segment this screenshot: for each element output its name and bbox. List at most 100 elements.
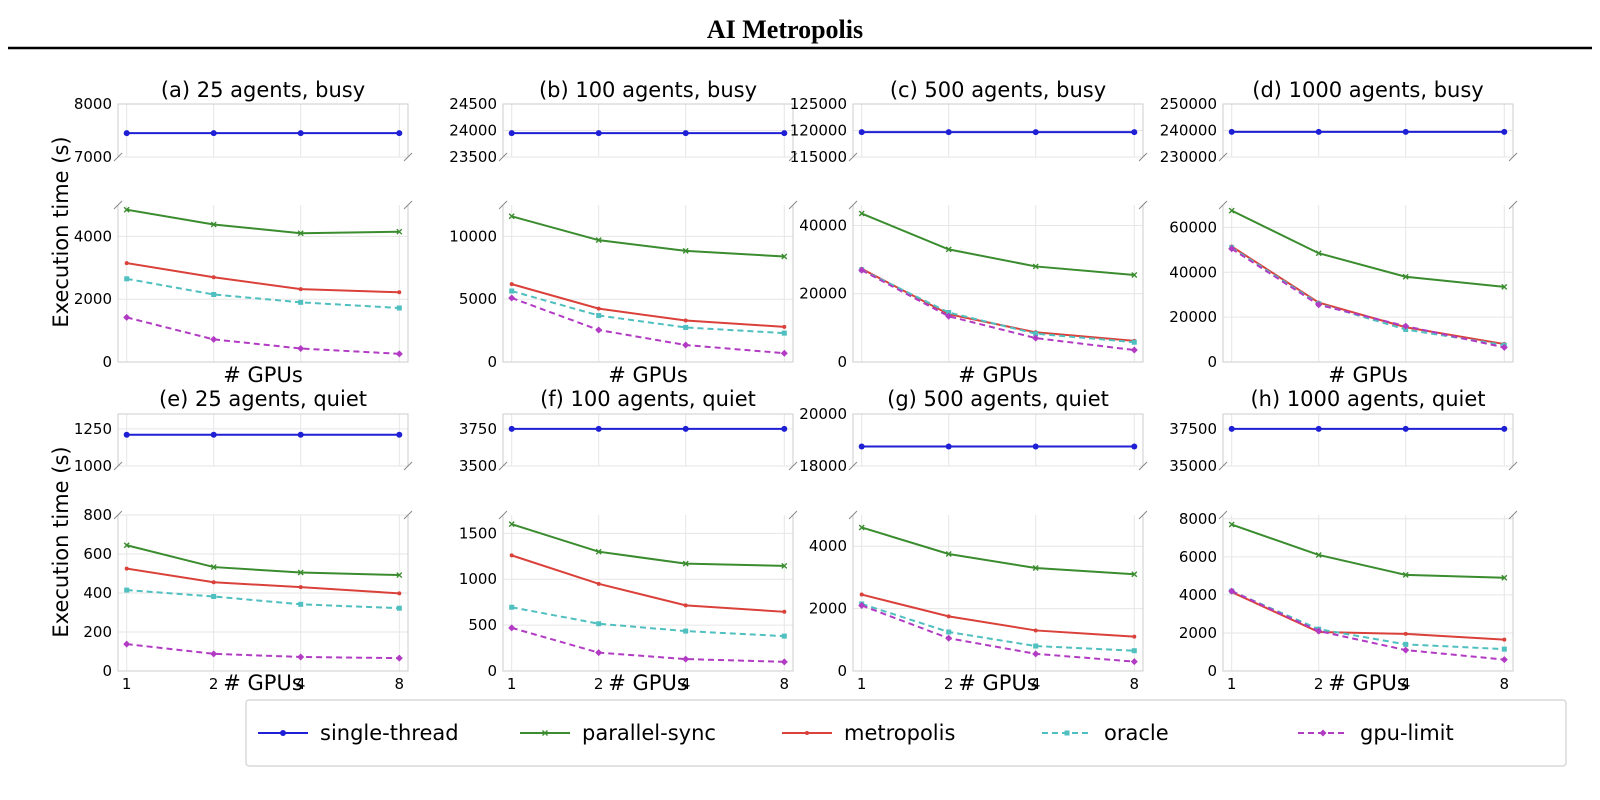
series-line-oracle bbox=[861, 602, 1135, 652]
panel-title: (g) 500 agents, quiet bbox=[887, 387, 1109, 411]
point-metropolis bbox=[683, 318, 688, 323]
point-single-thread bbox=[1501, 425, 1508, 432]
point-parallel-sync bbox=[858, 210, 865, 217]
point-metropolis bbox=[397, 591, 402, 596]
y-tick-label: 0 bbox=[487, 662, 497, 680]
panel-3: (c) 500 agents, busy 115000 120000 125000 0 2… bbox=[790, 78, 1148, 387]
point-gpu-limit bbox=[780, 349, 788, 357]
legend-entry-oracle: oracle bbox=[1042, 721, 1169, 745]
y-tick-label: 1500 bbox=[459, 524, 497, 542]
axis-break-mark bbox=[1218, 510, 1228, 520]
series-line-oracle bbox=[511, 290, 785, 335]
y-tick-label: 35000 bbox=[1169, 457, 1217, 475]
point-single-thread bbox=[1131, 129, 1138, 136]
point-parallel-sync bbox=[123, 206, 130, 213]
point-single-thread bbox=[1032, 129, 1039, 136]
panel-7: (g) 500 agents, quiet 18000 20000 0 2000 4000… bbox=[799, 387, 1148, 695]
point-parallel-sync bbox=[781, 562, 788, 569]
panel-2: (b) 100 agents, busy 23500 24000 24500 0 5000… bbox=[449, 78, 798, 387]
point-single-thread bbox=[210, 130, 217, 137]
point-gpu-limit bbox=[1032, 334, 1040, 342]
axis-break-mark bbox=[1138, 461, 1148, 471]
point-parallel-sync bbox=[1131, 571, 1138, 578]
axis-break-mark bbox=[113, 200, 123, 210]
x-tick-label: 1 bbox=[857, 675, 867, 693]
x-tick-label: 4 bbox=[681, 675, 691, 693]
point-single-thread bbox=[1315, 425, 1322, 432]
point-oracle bbox=[1033, 331, 1039, 337]
point-parallel-sync bbox=[1501, 574, 1508, 581]
axis-break-mark bbox=[113, 510, 123, 520]
axis-break-mark bbox=[1138, 152, 1148, 162]
panel-title: (h) 1000 agents, quiet bbox=[1250, 387, 1485, 411]
x-tick-label: 2 bbox=[209, 675, 219, 693]
point-oracle bbox=[781, 633, 787, 639]
y-tick-label: 2000 bbox=[809, 600, 847, 618]
point-oracle bbox=[946, 629, 952, 635]
point-parallel-sync bbox=[682, 247, 689, 254]
axis-break-mark bbox=[1218, 200, 1228, 210]
panel-8: (h) 1000 agents, quiet 35000 37500 0 2000 400… bbox=[1169, 387, 1518, 695]
point-parallel-sync bbox=[595, 548, 602, 555]
lower-axis: 0 20000 40000 bbox=[799, 200, 1148, 371]
series-line-oracle bbox=[126, 277, 400, 309]
point-parallel-sync bbox=[123, 542, 130, 549]
axis-spine bbox=[117, 413, 409, 466]
legend-label: oracle bbox=[1104, 721, 1169, 745]
point-gpu-limit bbox=[1315, 627, 1323, 635]
legend-marker bbox=[280, 730, 286, 736]
series-line-oracle bbox=[511, 606, 785, 638]
point-parallel-sync bbox=[297, 230, 304, 237]
point-single-thread bbox=[297, 431, 304, 438]
point-metropolis bbox=[211, 580, 216, 585]
y-tick-label: 24500 bbox=[449, 95, 497, 113]
point-oracle bbox=[298, 299, 304, 305]
y-tick-label: 4000 bbox=[1179, 586, 1217, 604]
point-oracle bbox=[509, 288, 515, 294]
point-parallel-sync bbox=[1402, 273, 1409, 280]
panel-title: (c) 500 agents, busy bbox=[890, 78, 1106, 102]
legend-label: gpu-limit bbox=[1360, 721, 1454, 745]
panel-6: (f) 100 agents, quiet 3500 3750 0 500 1000 150… bbox=[459, 387, 798, 695]
point-metropolis bbox=[782, 609, 787, 614]
point-gpu-limit bbox=[945, 634, 953, 642]
axis-spine bbox=[117, 103, 409, 157]
point-gpu-limit bbox=[858, 266, 866, 274]
axis-break-mark bbox=[498, 510, 508, 520]
series-line-gpu-limit bbox=[861, 604, 1135, 663]
y-tick-label: 10000 bbox=[449, 227, 497, 245]
y-tick-label: 120000 bbox=[790, 122, 847, 140]
point-oracle bbox=[396, 605, 402, 611]
series-line-gpu-limit bbox=[511, 297, 785, 355]
point-parallel-sync bbox=[396, 228, 403, 235]
point-parallel-sync bbox=[595, 237, 602, 244]
point-parallel-sync bbox=[508, 521, 515, 528]
axis-break-mark bbox=[498, 461, 508, 471]
y-tick-label: 40000 bbox=[799, 216, 847, 234]
point-parallel-sync bbox=[1501, 283, 1508, 290]
point-gpu-limit bbox=[210, 650, 218, 658]
axis-break-mark bbox=[403, 152, 413, 162]
y-tick-label: 0 bbox=[1207, 353, 1217, 371]
point-oracle bbox=[509, 604, 515, 610]
point-gpu-limit bbox=[1228, 245, 1236, 253]
y-tick-label: 6000 bbox=[1179, 548, 1217, 566]
y-tick-label: 230000 bbox=[1160, 148, 1217, 166]
y-tick-label: 20000 bbox=[1169, 308, 1217, 326]
series-line-parallel-sync bbox=[861, 212, 1135, 276]
y-tick-label: 1000 bbox=[74, 457, 112, 475]
point-gpu-limit bbox=[1402, 646, 1410, 654]
point-gpu-limit bbox=[1315, 301, 1323, 309]
axis-spine bbox=[852, 205, 1144, 363]
point-gpu-limit bbox=[1500, 656, 1508, 664]
upper-axis: 7000 8000 bbox=[74, 95, 413, 166]
point-single-thread bbox=[858, 129, 865, 136]
point-oracle bbox=[683, 628, 689, 634]
y-tick-label: 20000 bbox=[799, 405, 847, 423]
point-parallel-sync bbox=[1315, 551, 1322, 558]
upper-axis: 1000 1250 bbox=[74, 413, 413, 475]
series-line-parallel-sync bbox=[126, 208, 400, 235]
point-single-thread bbox=[1402, 425, 1409, 432]
point-gpu-limit bbox=[1402, 322, 1410, 330]
